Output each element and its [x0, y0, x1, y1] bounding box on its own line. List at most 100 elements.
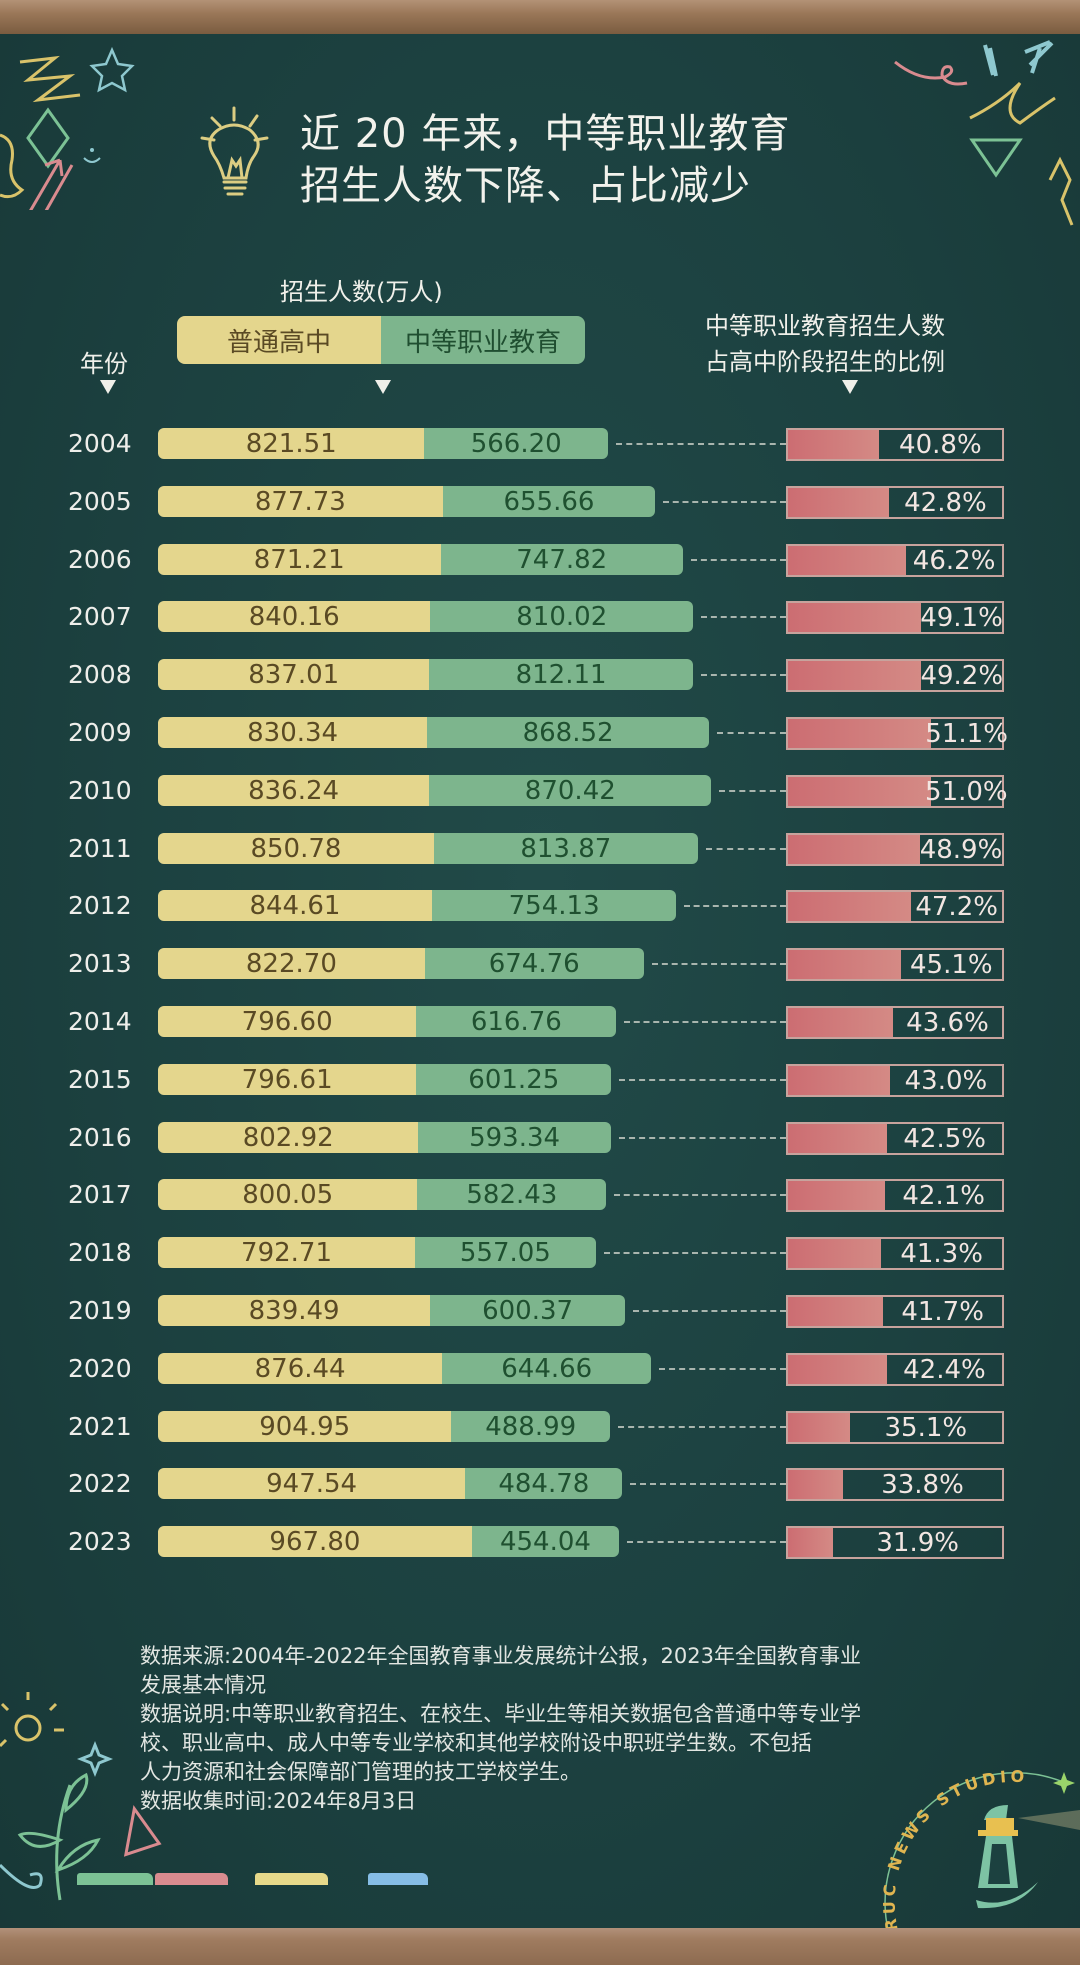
vocational-education-bar: 582.43: [417, 1179, 607, 1210]
year-arrow-icon: [100, 380, 116, 394]
vocational-education-bar: 754.13: [431, 890, 677, 921]
vocational-education-bar: 616.76: [416, 1006, 617, 1037]
year-label: 2021: [68, 1412, 132, 1441]
general-high-school-bar: 830.34: [158, 717, 428, 748]
connector-dashed-line: [700, 674, 786, 676]
ratio-value-label: 46.2%: [912, 545, 996, 576]
vocational-education-bar: 601.25: [416, 1064, 612, 1095]
description-note-line-1: 数据说明:中等职业教育招生、在校生、毕业生等相关数据包含普通中等专业学: [140, 1702, 862, 1726]
ratio-bar-fill: [788, 1008, 893, 1037]
year-label: 2009: [68, 718, 132, 747]
ratio-bar: 42.5%: [786, 1122, 1004, 1155]
connector-dashed-line: [603, 1252, 786, 1254]
year-label: 2004: [68, 429, 132, 458]
year-label: 2023: [68, 1527, 132, 1556]
ratio-header-line-2: 占高中阶段招生的比例: [705, 348, 945, 376]
ratio-value-label: 49.1%: [920, 602, 1003, 633]
ratio-bar: 41.3%: [786, 1237, 1004, 1270]
ratio-bar: 35.1%: [786, 1411, 1004, 1444]
connector-dashed-line: [691, 559, 786, 561]
vocational-education-bar: 655.66: [442, 486, 656, 517]
legend-vocational-education: 中等职业教育: [381, 316, 585, 364]
connector-dashed-line: [614, 1194, 786, 1196]
ratio-bar-fill: [788, 488, 889, 517]
year-label: 2013: [68, 949, 132, 978]
vocational-education-bar: 557.05: [415, 1237, 596, 1268]
vocational-education-bar: 868.52: [427, 717, 709, 748]
ratio-value-label: 40.8%: [899, 429, 982, 460]
board-frame-bottom: [0, 1928, 1080, 1965]
year-label: 2019: [68, 1296, 132, 1325]
chalk-doodles-top-left-icon: [0, 46, 135, 210]
legend-general-high-school: 普通高中: [177, 316, 381, 364]
ratio-bar: 43.0%: [786, 1064, 1004, 1097]
ratio-bar-fill: [788, 1124, 888, 1153]
ratio-bar-fill: [788, 835, 920, 864]
connector-dashed-line: [618, 1137, 786, 1139]
chalk-doodles-bottom-left-icon: [0, 1692, 162, 1901]
general-high-school-bar: 947.54: [158, 1468, 466, 1499]
chalk-doodles-top-right-icon: [894, 40, 1074, 226]
page-title: 近 20 年来，中等职业教育 招生人数下降、占比减少: [300, 108, 790, 212]
year-label: 2007: [68, 602, 132, 631]
ratio-bar-fill: [788, 430, 879, 459]
ratio-value-label: 51.0%: [925, 776, 1008, 807]
ratio-bar-fill: [788, 1297, 884, 1326]
general-high-school-bar: 800.05: [158, 1179, 418, 1210]
connector-dashed-line: [619, 1079, 786, 1081]
general-high-school-bar: 802.92: [158, 1122, 419, 1153]
enrollment-header: 招生人数(万人): [280, 278, 443, 306]
vocational-education-bar: 870.42: [429, 775, 712, 806]
connector-dashed-line: [701, 616, 786, 618]
year-header: 年份: [80, 350, 128, 378]
source-note-line-2: 发展基本情况: [140, 1673, 266, 1697]
connector-dashed-line: [684, 905, 786, 907]
ratio-bar-fill: [788, 719, 932, 748]
general-high-school-bar: 792.71: [158, 1237, 416, 1268]
general-high-school-bar: 844.61: [158, 890, 432, 921]
ratio-bar-fill: [788, 1413, 850, 1442]
ratio-bar-fill: [788, 950, 901, 979]
vocational-education-bar: 488.99: [451, 1411, 610, 1442]
ratio-value-label: 51.1%: [925, 718, 1008, 749]
connector-dashed-line: [630, 1483, 786, 1485]
ratio-value-label: 35.1%: [884, 1412, 968, 1443]
general-high-school-bar: 967.80: [158, 1526, 472, 1557]
ratio-value-label: 42.5%: [903, 1123, 986, 1154]
ratio-value-label: 33.8%: [881, 1469, 964, 1500]
connector-dashed-line: [651, 963, 786, 965]
collection-date-note: 数据收集时间:2024年8月3日: [140, 1789, 417, 1813]
year-label: 2014: [68, 1007, 132, 1036]
connector-dashed-line: [624, 1021, 786, 1023]
general-high-school-bar: 850.78: [158, 833, 434, 864]
ratio-bar-fill: [788, 1355, 887, 1384]
connector-dashed-line: [705, 848, 786, 850]
ratio-bar-fill: [788, 546, 907, 575]
ratio-bar: 49.1%: [786, 601, 1004, 634]
blue-chalk-icon: [368, 1873, 428, 1885]
ratio-bar-fill: [788, 1470, 844, 1499]
vocational-education-bar: 593.34: [418, 1122, 611, 1153]
ratio-bar: 49.2%: [786, 659, 1004, 692]
ratio-arrow-icon: [842, 380, 858, 394]
connector-dashed-line: [618, 1426, 786, 1428]
general-high-school-bar: 871.21: [158, 544, 441, 575]
ratio-header-line-1: 中等职业教育招生人数: [705, 312, 945, 340]
ratio-value-label: 42.8%: [904, 487, 987, 518]
ratio-bar: 42.1%: [786, 1179, 1004, 1212]
ratio-bar: 41.7%: [786, 1295, 1004, 1328]
connector-dashed-line: [627, 1541, 786, 1543]
ratio-bar: 42.8%: [786, 486, 1004, 519]
ratio-bar-fill: [788, 1239, 882, 1268]
green-chalk-icon: [77, 1873, 153, 1885]
year-label: 2017: [68, 1180, 132, 1209]
ratio-bar-fill: [788, 1181, 886, 1210]
title-line-1: 近 20 年来，中等职业教育: [300, 111, 791, 157]
general-high-school-bar: 876.44: [158, 1353, 443, 1384]
connector-dashed-line: [632, 1310, 786, 1312]
general-high-school-bar: 821.51: [158, 428, 425, 459]
year-label: 2016: [68, 1123, 132, 1152]
ratio-bar-fill: [788, 777, 931, 806]
ratio-value-label: 47.2%: [915, 891, 998, 922]
